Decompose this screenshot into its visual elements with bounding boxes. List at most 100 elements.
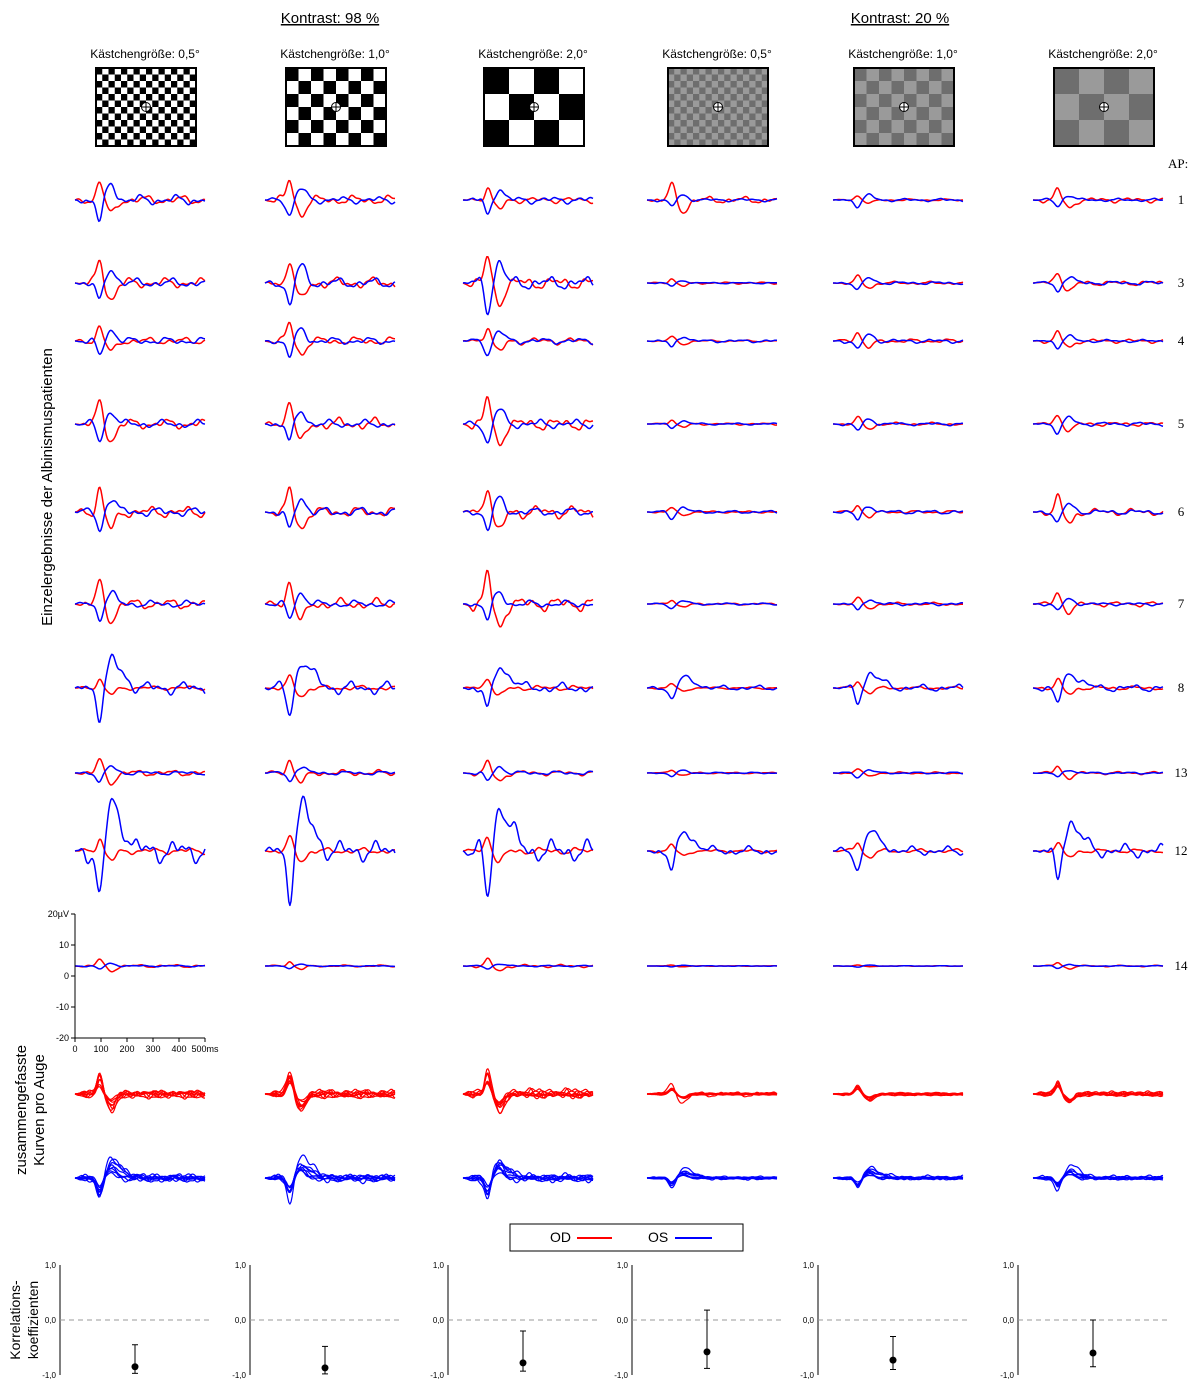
trace-os — [462, 408, 594, 444]
checker-square — [96, 107, 103, 114]
corr-y-tick-label: -1,0 — [1000, 1371, 1014, 1380]
checker-frame — [95, 67, 197, 147]
checker-square — [705, 133, 712, 140]
checker-square — [133, 107, 140, 114]
checker-square — [158, 68, 165, 75]
checkerboard-2 — [285, 67, 387, 147]
checker-frame — [285, 67, 387, 147]
checker-square — [177, 126, 184, 133]
trace-os — [832, 506, 964, 521]
checker-square — [854, 68, 867, 81]
checker-square — [743, 81, 750, 88]
checker-square — [668, 133, 675, 140]
trace-od — [74, 181, 206, 212]
trace-os — [462, 495, 594, 532]
checker-square — [286, 94, 299, 107]
checker-square — [177, 74, 184, 81]
checker-square — [1104, 68, 1129, 94]
checker-square — [699, 126, 706, 133]
trace-od — [74, 325, 206, 351]
checker-square — [879, 68, 892, 81]
checker-square — [121, 120, 128, 127]
scale-y-tick-label: -20 — [56, 1033, 69, 1043]
checker-square — [139, 113, 146, 120]
correlation-panel-1: 1,0 0,0 -1,0 — [42, 1261, 210, 1380]
checker-square — [361, 94, 374, 107]
trace-od — [1033, 414, 1164, 433]
trace-os — [265, 188, 396, 216]
trace-os — [833, 276, 964, 291]
trace-os — [833, 830, 964, 871]
checker-square — [891, 81, 904, 94]
check-size-label: Kästchengröße: 0,5° — [662, 47, 772, 61]
checker-square — [736, 113, 743, 120]
checker-square — [929, 120, 942, 133]
patient-label: 5 — [1178, 416, 1185, 431]
checker-square — [484, 68, 509, 94]
trace-od — [264, 402, 396, 440]
checker-square — [724, 113, 731, 120]
trace-os — [264, 592, 396, 619]
checker-square — [127, 100, 134, 107]
corr-label-line1: Korrelations- — [7, 1280, 23, 1360]
checker-square — [693, 120, 700, 127]
checker-square — [705, 68, 712, 75]
patient-label: 13 — [1175, 765, 1188, 780]
trace-os — [1033, 963, 1164, 970]
checker-square — [114, 74, 121, 81]
checker-square — [133, 81, 140, 88]
checker-square — [121, 94, 128, 101]
checker-square — [866, 133, 879, 146]
checker-square — [183, 107, 190, 114]
checker-square — [102, 74, 109, 81]
checker-square — [108, 133, 115, 140]
checker-square — [183, 81, 190, 88]
checker-square — [152, 126, 159, 133]
checker-square — [114, 126, 121, 133]
trace-os — [74, 412, 206, 443]
ap-header: AP: — [1168, 156, 1188, 171]
checker-square — [674, 126, 681, 133]
checker-square — [724, 139, 731, 146]
trace-os — [832, 193, 964, 209]
checker-square — [761, 113, 768, 120]
checker-square — [158, 94, 165, 101]
checker-square — [718, 120, 725, 127]
checker-square — [171, 107, 178, 114]
scale-x-tick-label: 400 — [171, 1044, 186, 1054]
corr-y-tick-label: 0,0 — [45, 1316, 57, 1325]
trace-os — [833, 964, 963, 968]
checker-square — [559, 94, 584, 120]
checkerboard-5 — [853, 67, 955, 147]
checker-square — [133, 120, 140, 127]
checker-square — [164, 139, 171, 146]
summary-trace-os — [646, 1173, 777, 1183]
checker-square — [668, 107, 675, 114]
corr-y-tick-label: 1,0 — [235, 1261, 247, 1270]
checker-square — [755, 81, 762, 88]
checker-square — [730, 120, 737, 127]
checker-square — [755, 68, 762, 75]
trace-od — [264, 321, 396, 356]
trace-os — [264, 766, 396, 783]
checker-square — [711, 74, 718, 81]
check-size-label: Kästchengröße: 0,5° — [90, 47, 200, 61]
summary-trace-od — [74, 1074, 206, 1111]
checker-square — [724, 74, 731, 81]
checker-square — [755, 94, 762, 101]
checker-square — [916, 107, 929, 120]
trace-od — [462, 678, 594, 696]
summary-trace-os — [1032, 1164, 1164, 1192]
trace-os — [462, 189, 594, 215]
trace-od — [264, 834, 396, 863]
checker-square — [686, 100, 693, 107]
checker-square — [736, 126, 743, 133]
checker-square — [866, 81, 879, 94]
checker-square — [668, 94, 675, 101]
checker-square — [680, 120, 687, 127]
scale-x-tick-label: 0 — [72, 1044, 77, 1054]
trace-os — [1033, 502, 1164, 523]
corr-y-tick-label: -1,0 — [800, 1371, 814, 1380]
checker-square — [311, 120, 324, 133]
